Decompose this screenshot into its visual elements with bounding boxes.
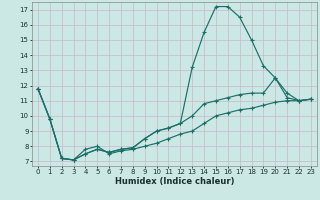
X-axis label: Humidex (Indice chaleur): Humidex (Indice chaleur) [115, 177, 234, 186]
